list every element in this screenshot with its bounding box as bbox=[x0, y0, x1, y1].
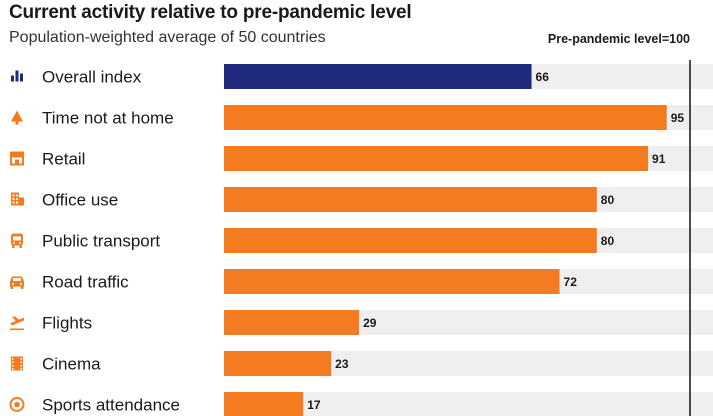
bar bbox=[224, 310, 360, 335]
data-label: 95 bbox=[671, 111, 685, 125]
category-label: Sports attendance bbox=[42, 396, 180, 415]
data-label: 29 bbox=[363, 316, 377, 330]
storefront-icon bbox=[10, 151, 24, 166]
film-strip-icon bbox=[11, 356, 23, 371]
office-building-icon bbox=[11, 192, 24, 206]
data-label: 66 bbox=[536, 70, 550, 84]
bar bbox=[224, 64, 532, 89]
category-label: Overall index bbox=[42, 68, 142, 87]
data-label: 23 bbox=[335, 357, 349, 371]
category-label: Public transport bbox=[42, 232, 160, 251]
category-label: Flights bbox=[42, 314, 92, 333]
plane-icon bbox=[10, 316, 24, 331]
football-icon bbox=[9, 397, 25, 412]
bar bbox=[224, 105, 667, 130]
bar bbox=[224, 228, 597, 253]
bar-chart-icon bbox=[11, 70, 23, 82]
category-label: Retail bbox=[42, 150, 85, 169]
category-label: Office use bbox=[42, 191, 118, 210]
bar bbox=[224, 146, 649, 171]
reference-label: Pre-pandemic level=100 bbox=[547, 32, 690, 46]
bar bbox=[224, 392, 304, 416]
data-label: 80 bbox=[601, 193, 615, 207]
bar bbox=[224, 187, 597, 212]
car-icon bbox=[10, 276, 24, 289]
data-label: 91 bbox=[652, 152, 666, 166]
bar bbox=[224, 269, 560, 294]
chart-subtitle: Population-weighted average of 50 countr… bbox=[9, 29, 326, 46]
tree-icon bbox=[11, 110, 23, 125]
bar bbox=[224, 351, 332, 376]
category-label: Time not at home bbox=[42, 109, 174, 128]
data-label: 17 bbox=[307, 398, 321, 412]
chart-title: Current activity relative to pre-pandemi… bbox=[9, 2, 412, 23]
category-label: Cinema bbox=[42, 355, 101, 374]
category-label: Road traffic bbox=[42, 273, 129, 292]
bus-icon bbox=[11, 233, 23, 248]
data-label: 80 bbox=[601, 234, 615, 248]
data-label: 72 bbox=[564, 275, 578, 289]
bar-track bbox=[224, 392, 713, 416]
